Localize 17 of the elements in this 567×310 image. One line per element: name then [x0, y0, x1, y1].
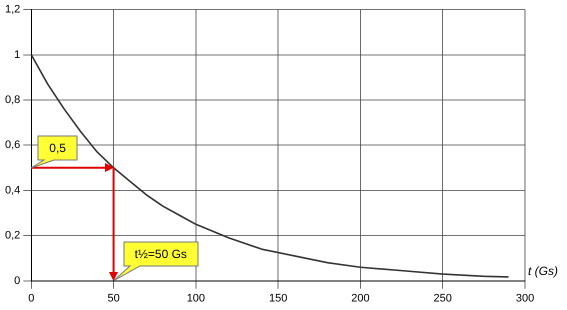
y-tick-label: 0,8 — [4, 94, 20, 106]
y-tick-label: 1,2 — [4, 4, 20, 16]
y-tick-label: 0,2 — [4, 230, 20, 242]
x-tick-label: 150 — [268, 292, 288, 304]
ref-line-label: t½=50 Gs — [134, 247, 187, 262]
x-axis-title: t (Gs) — [528, 264, 558, 278]
x-tick-label: 250 — [434, 292, 452, 304]
x-tick-label: 300 — [516, 292, 534, 304]
ref-line-label: 0,5 — [49, 140, 66, 155]
y-tick-label: 0,4 — [4, 184, 20, 196]
y-tick-label: 0 — [14, 274, 20, 287]
x-tick-label: 200 — [351, 292, 370, 304]
x-tick-label: 100 — [186, 292, 206, 304]
y-tick-label: 0,6 — [4, 139, 20, 152]
x-tick-label: 50 — [107, 292, 120, 304]
x-tick-label: 0 — [28, 292, 34, 304]
y-tick-label: 1 — [14, 48, 20, 61]
